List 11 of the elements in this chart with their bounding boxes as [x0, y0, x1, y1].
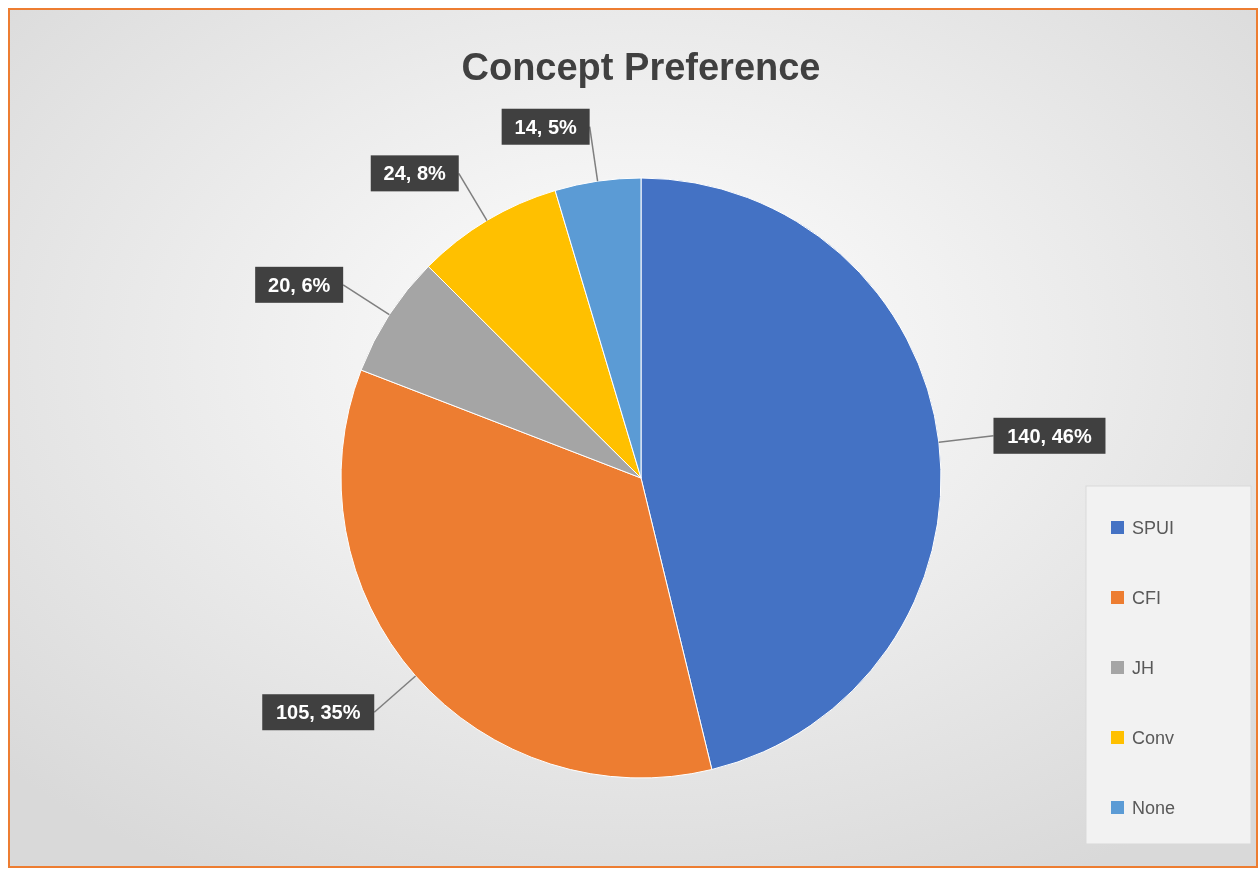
legend-label: CFI [1132, 588, 1161, 608]
data-label: 140, 46% [1007, 424, 1092, 447]
data-label: 20, 6% [268, 273, 331, 296]
data-label: 105, 35% [275, 701, 361, 724]
slice-label: SPUI [1132, 518, 1175, 538]
chart-title: Concept Preference [461, 46, 821, 88]
legend-label: None [1132, 798, 1176, 818]
data-label: 14, 5% [514, 115, 577, 138]
legend-label: JH [1132, 658, 1154, 678]
legend-label: Conv [1132, 728, 1175, 748]
data-label: 24, 8% [383, 162, 447, 185]
